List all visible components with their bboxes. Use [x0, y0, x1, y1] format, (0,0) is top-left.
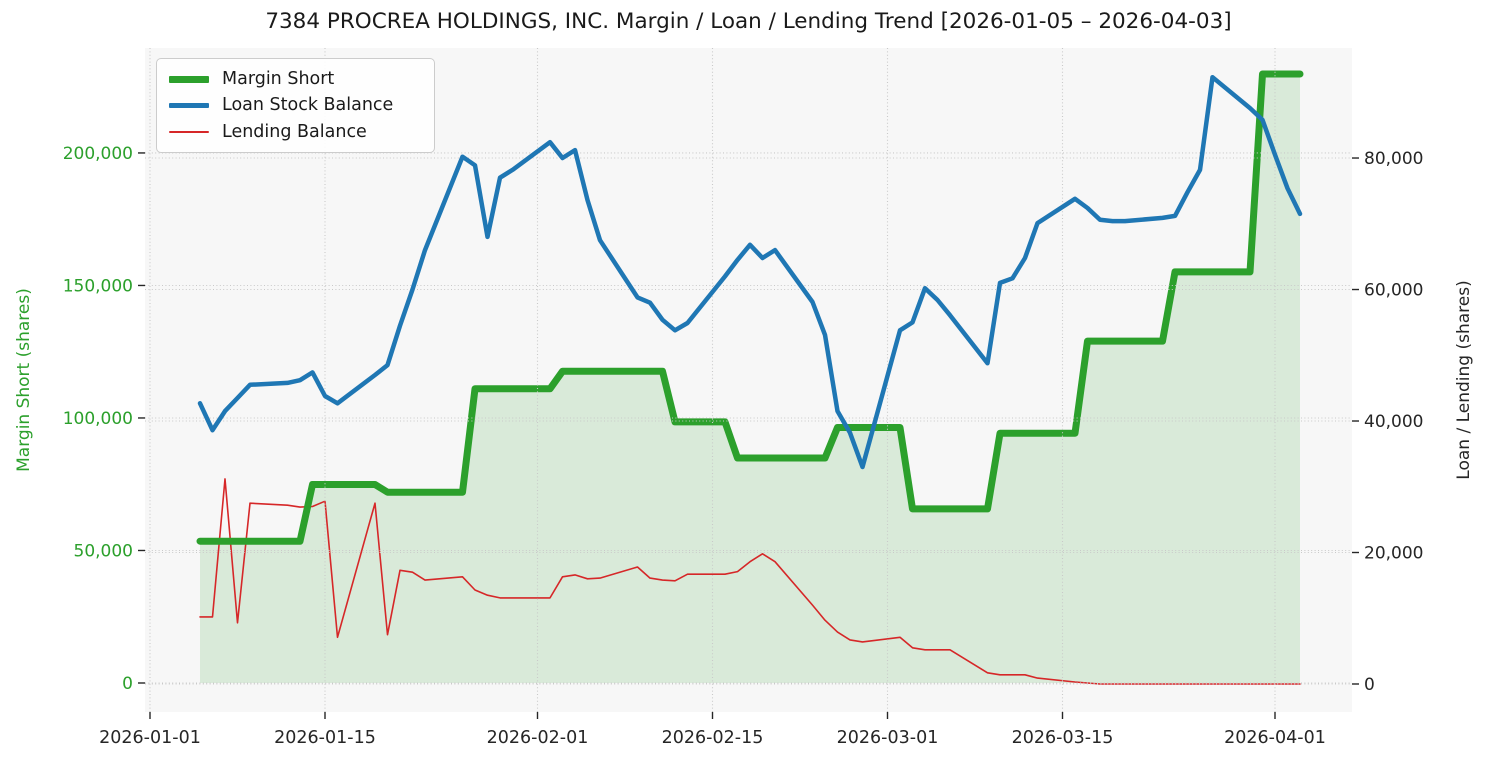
loan-stock-balance-line	[197, 74, 1303, 470]
loan-stock-line-swatch	[169, 103, 209, 108]
x-tick-label: 2026-02-15	[662, 728, 764, 748]
margin-short-line	[196, 70, 1304, 545]
legend-label: Loan Stock Balance	[222, 95, 394, 116]
x-tick-label: 2026-03-15	[1012, 728, 1114, 748]
y-tick-label-left: 150,000	[63, 276, 133, 296]
legend-item-lending-balance: Lending Balance	[169, 122, 422, 142]
y-tick-label-left: 50,000	[74, 541, 133, 561]
y-tick-label-left: 200,000	[63, 144, 133, 164]
legend: Margin Short Loan Stock Balance Lending …	[156, 58, 435, 153]
lending-balance-line	[199, 478, 1301, 685]
y-tick-label-right: 0	[1364, 675, 1375, 695]
plot-area	[145, 48, 1352, 712]
y-tick-label-left: 100,000	[63, 409, 133, 429]
legend-label: Margin Short	[222, 69, 335, 90]
legend-label: Lending Balance	[222, 121, 367, 142]
y-tick-label-left: 0	[122, 674, 133, 694]
legend-item-margin-short: Margin Short	[169, 69, 422, 89]
left-axis-label: Margin Short (shares)	[14, 288, 34, 472]
chart-title: 7384 PROCREA HOLDINGS, INC. Margin / Loa…	[265, 9, 1232, 34]
y-tick-label-right: 40,000	[1364, 412, 1423, 432]
x-tick-label: 2026-02-01	[487, 728, 589, 748]
x-tick-label: 2026-01-15	[274, 728, 376, 748]
legend-item-loan-stock-balance: Loan Stock Balance	[169, 95, 422, 115]
y-tick-label-right: 20,000	[1364, 544, 1423, 564]
x-tick-label: 2026-01-01	[99, 728, 201, 748]
x-tick-label: 2026-03-01	[837, 728, 939, 748]
x-tick-label: 2026-04-01	[1224, 728, 1326, 748]
margin-short-area	[200, 74, 1300, 683]
margin-short-line-swatch	[169, 75, 209, 83]
lending-line-swatch	[169, 130, 209, 133]
right-axis-label: Loan / Lending (shares)	[1454, 280, 1474, 480]
y-tick-label-right: 80,000	[1364, 149, 1423, 169]
y-tick-label-right: 60,000	[1364, 281, 1423, 301]
